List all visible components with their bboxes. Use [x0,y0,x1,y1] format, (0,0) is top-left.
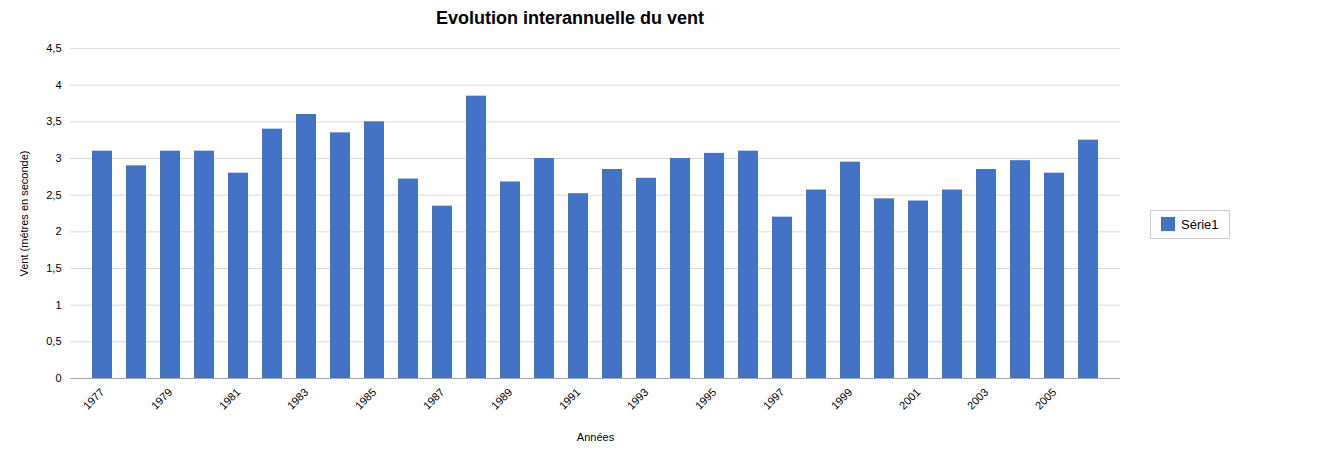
svg-text:1981: 1981 [217,386,243,412]
html-text:Série1: Série1 [1181,216,1219,232]
svg-text:1991: 1991 [557,386,583,412]
svg-text:1: 1 [55,299,61,311]
svg-text:1,5: 1,5 [46,262,61,274]
svg-text:2,5: 2,5 [46,189,61,201]
svg-text:2: 2 [55,225,61,237]
svg-text:1987: 1987 [421,386,447,412]
svg-text:1995: 1995 [693,386,719,412]
svg-text:1999: 1999 [829,386,855,412]
svg-text:1989: 1989 [489,386,515,412]
svg-text:1993: 1993 [625,386,651,412]
svg-text:2003: 2003 [965,386,991,412]
svg-text:0: 0 [55,372,61,384]
svg-text:1979: 1979 [149,386,175,412]
svg-text:0,5: 0,5 [46,335,61,347]
svg-text:2001: 2001 [897,386,923,412]
svg-text:1997: 1997 [761,386,787,412]
svg-text:4,5: 4,5 [46,42,61,54]
svg-text:4: 4 [55,79,61,91]
svg-text:1977: 1977 [81,386,107,412]
html-text:Evolution interannuelle du ven: Evolution interannuelle du vent [436,8,704,28]
svg-text:3: 3 [55,152,61,164]
svg-text:1983: 1983 [285,386,311,412]
svg-text:2005: 2005 [1033,386,1059,412]
svg-text:1985: 1985 [353,386,379,412]
svg-text:3,5: 3,5 [46,115,61,127]
svg-text:Vent (métres en seconde): Vent (métres en seconde) [18,151,30,277]
svg-text:Années: Années [577,431,615,443]
